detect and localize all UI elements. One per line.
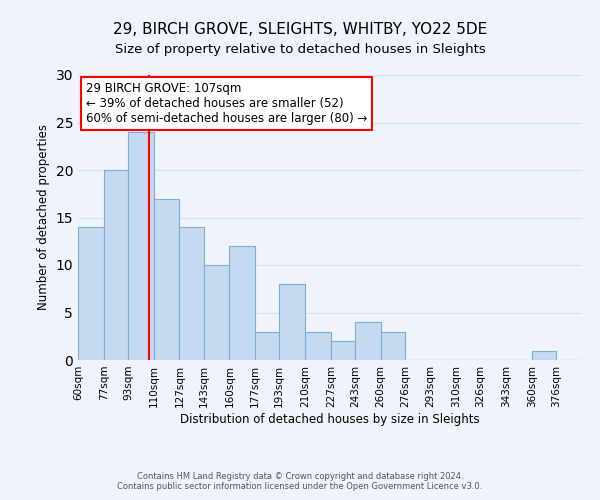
Bar xyxy=(255,332,279,360)
Text: Contains HM Land Registry data © Crown copyright and database right 2024.
Contai: Contains HM Land Registry data © Crown c… xyxy=(118,472,482,491)
Bar xyxy=(179,227,203,360)
Text: 29, BIRCH GROVE, SLEIGHTS, WHITBY, YO22 5DE: 29, BIRCH GROVE, SLEIGHTS, WHITBY, YO22 … xyxy=(113,22,487,38)
Bar xyxy=(104,170,128,360)
Bar xyxy=(78,227,104,360)
Bar xyxy=(532,350,556,360)
X-axis label: Distribution of detached houses by size in Sleights: Distribution of detached houses by size … xyxy=(180,412,480,426)
Bar xyxy=(331,341,355,360)
Bar xyxy=(305,332,331,360)
Bar xyxy=(128,132,154,360)
Text: 29 BIRCH GROVE: 107sqm
← 39% of detached houses are smaller (52)
60% of semi-det: 29 BIRCH GROVE: 107sqm ← 39% of detached… xyxy=(86,82,367,125)
Bar xyxy=(154,198,179,360)
Bar xyxy=(229,246,255,360)
Text: Size of property relative to detached houses in Sleights: Size of property relative to detached ho… xyxy=(115,42,485,56)
Bar xyxy=(279,284,305,360)
Bar xyxy=(355,322,381,360)
Y-axis label: Number of detached properties: Number of detached properties xyxy=(37,124,50,310)
Bar xyxy=(203,265,229,360)
Bar xyxy=(381,332,405,360)
